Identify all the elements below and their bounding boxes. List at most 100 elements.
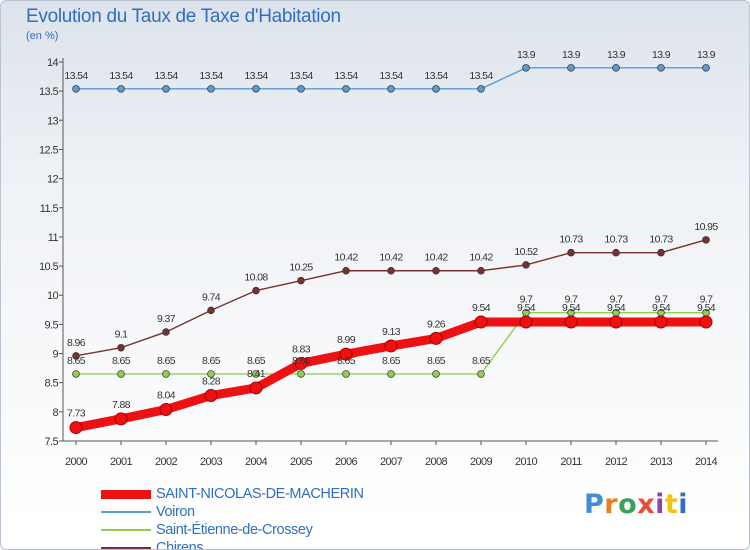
data-label: 8.83 [292, 343, 311, 355]
legend-label: Chirens [156, 540, 204, 550]
data-point [702, 236, 710, 244]
y-tick-label: 8 [52, 407, 58, 419]
x-tick-label: 2011 [560, 456, 582, 468]
data-label: 13.54 [64, 70, 88, 82]
data-label: 8.65 [382, 355, 401, 367]
y-tick-label: 14 [47, 57, 59, 69]
data-label: 8.65 [292, 355, 311, 367]
x-tick-label: 2013 [650, 456, 673, 468]
x-tick-label: 2014 [695, 456, 718, 468]
data-point [207, 85, 215, 93]
data-point [387, 370, 395, 378]
data-label: 13.9 [652, 49, 671, 61]
data-point [114, 412, 128, 426]
series-0 [69, 315, 713, 435]
x-tick-label: 2003 [200, 456, 223, 468]
data-point [297, 276, 305, 285]
data-point [117, 343, 125, 352]
data-point [162, 370, 170, 378]
y-tick-label: 7.5 [45, 436, 59, 448]
y-tick-label: 10.5 [39, 261, 58, 273]
data-point [654, 315, 668, 329]
data-point [162, 85, 170, 93]
data-point [294, 356, 308, 370]
data-label: 10.73 [559, 234, 583, 246]
series-1 [72, 64, 710, 93]
data-label: 9.37 [157, 313, 176, 325]
y-tick-label: 13 [47, 115, 59, 127]
data-point [159, 403, 173, 417]
data-label: 8.99 [337, 334, 356, 346]
x-tick-label: 2012 [605, 456, 628, 468]
data-label: 13.54 [424, 70, 448, 82]
data-point [477, 370, 485, 378]
data-label: 9.54 [517, 302, 536, 314]
y-tick-label: 13.5 [39, 86, 58, 98]
data-point [522, 64, 530, 72]
y-tick-label: 11 [48, 232, 59, 244]
data-point [204, 389, 218, 403]
data-label: 9.7 [700, 294, 714, 306]
x-tick-label: 2009 [470, 456, 493, 468]
data-point [429, 331, 443, 345]
data-label: 9.7 [565, 294, 579, 306]
chart-subtitle: (en %) [26, 30, 59, 42]
proxiti-logo: Proxiti [584, 489, 689, 520]
data-point [477, 85, 485, 93]
data-label: 10.95 [694, 221, 718, 233]
x-tick-label: 2008 [425, 456, 448, 468]
data-point [657, 248, 665, 257]
data-point [207, 306, 215, 315]
data-label: 7.73 [67, 408, 86, 420]
series-2 [72, 308, 710, 378]
data-label: 8.28 [202, 376, 221, 388]
data-label: 9.54 [607, 302, 626, 314]
legend-swatch [101, 547, 151, 549]
data-label: 13.9 [607, 49, 626, 61]
legend-label: Voiron [156, 504, 195, 520]
data-label: 8.65 [157, 355, 176, 367]
data-label: 9.7 [610, 294, 624, 306]
data-point [657, 64, 665, 72]
data-point [384, 339, 398, 353]
data-point [342, 266, 350, 275]
data-point [339, 347, 353, 361]
data-point [474, 315, 488, 329]
y-tick-label: 10 [47, 290, 59, 302]
y-tick-label: 11.5 [40, 203, 59, 215]
data-point [72, 85, 80, 93]
data-label: 9.54 [562, 302, 581, 314]
data-label: 9.54 [652, 302, 671, 314]
data-label: 13.54 [244, 70, 268, 82]
y-tick-label: 12 [47, 174, 59, 186]
series-layer [69, 64, 713, 435]
data-label: 10.25 [289, 262, 313, 274]
data-point [387, 85, 395, 93]
data-point [522, 261, 530, 269]
data-label: 8.65 [67, 355, 86, 367]
data-point [567, 248, 575, 257]
y-tick-label: 9.5 [45, 319, 59, 331]
x-tick-label: 2002 [155, 456, 178, 468]
data-label: 9.13 [382, 326, 401, 338]
data-label: 8.96 [67, 337, 86, 349]
data-label: 9.54 [472, 302, 491, 314]
data-point [612, 64, 620, 72]
data-label: 8.65 [247, 355, 266, 367]
y-tick-label: 8.5 [45, 378, 59, 390]
data-label: 13.54 [469, 70, 493, 82]
data-point [519, 315, 533, 329]
data-label: 10.42 [424, 252, 448, 264]
data-point [567, 64, 575, 72]
data-point [609, 315, 623, 329]
data-point [297, 370, 305, 378]
data-label: 8.65 [112, 355, 131, 367]
data-point [564, 315, 578, 329]
data-label: 13.9 [562, 49, 581, 61]
data-label: 13.54 [109, 70, 133, 82]
data-point [249, 381, 263, 395]
x-tick-label: 2010 [515, 456, 538, 468]
legend-swatch [101, 511, 151, 513]
